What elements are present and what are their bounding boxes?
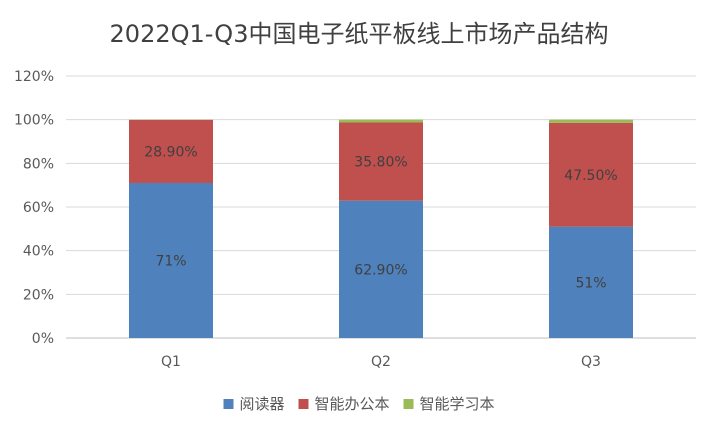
chart-title: 2022Q1-Q3中国电子纸平板线上市场产品结构 — [110, 20, 609, 48]
data-label: 28.90% — [144, 144, 197, 160]
y-tick-label: 0% — [32, 331, 54, 347]
bar-segment — [339, 200, 423, 338]
data-label: 47.50% — [564, 168, 617, 184]
data-labels: 71% 28.90% 62.90% 35.80% 51% 47.50% — [144, 144, 617, 291]
category-label: Q3 — [581, 354, 601, 370]
bar-segment — [339, 122, 423, 201]
data-label: 51% — [575, 275, 606, 291]
category-label: Q2 — [371, 354, 391, 370]
bar-segment — [549, 122, 633, 227]
category-label: Q1 — [161, 354, 181, 370]
legend-swatch — [403, 399, 414, 409]
y-tick-label: 100% — [14, 113, 54, 129]
y-axis-ticks: 0% 20% 40% 60% 80% 100% 120% — [14, 69, 54, 347]
bar-segment — [129, 119, 213, 183]
legend-swatch — [223, 399, 234, 409]
bar-segment — [549, 119, 633, 123]
legend-label: 智能学习本 — [420, 395, 495, 413]
bars — [129, 119, 633, 338]
y-tick-label: 40% — [23, 244, 54, 260]
y-tick-label: 20% — [23, 287, 54, 303]
data-label: 35.80% — [354, 155, 407, 171]
legend: 阅读器 智能办公本 智能学习本 — [223, 395, 495, 413]
legend-swatch — [298, 399, 309, 409]
legend-label: 智能办公本 — [315, 395, 390, 413]
y-tick-label: 120% — [14, 69, 54, 85]
data-label: 62.90% — [354, 262, 407, 278]
y-tick-label: 80% — [23, 156, 54, 172]
data-label: 71% — [155, 253, 186, 269]
bar-segment — [129, 182, 213, 338]
legend-label: 阅读器 — [240, 395, 285, 413]
x-axis-categories: Q1 Q2 Q3 — [161, 354, 601, 370]
y-tick-label: 60% — [23, 200, 54, 216]
bar-segment — [339, 119, 423, 123]
bar-segment — [549, 226, 633, 338]
